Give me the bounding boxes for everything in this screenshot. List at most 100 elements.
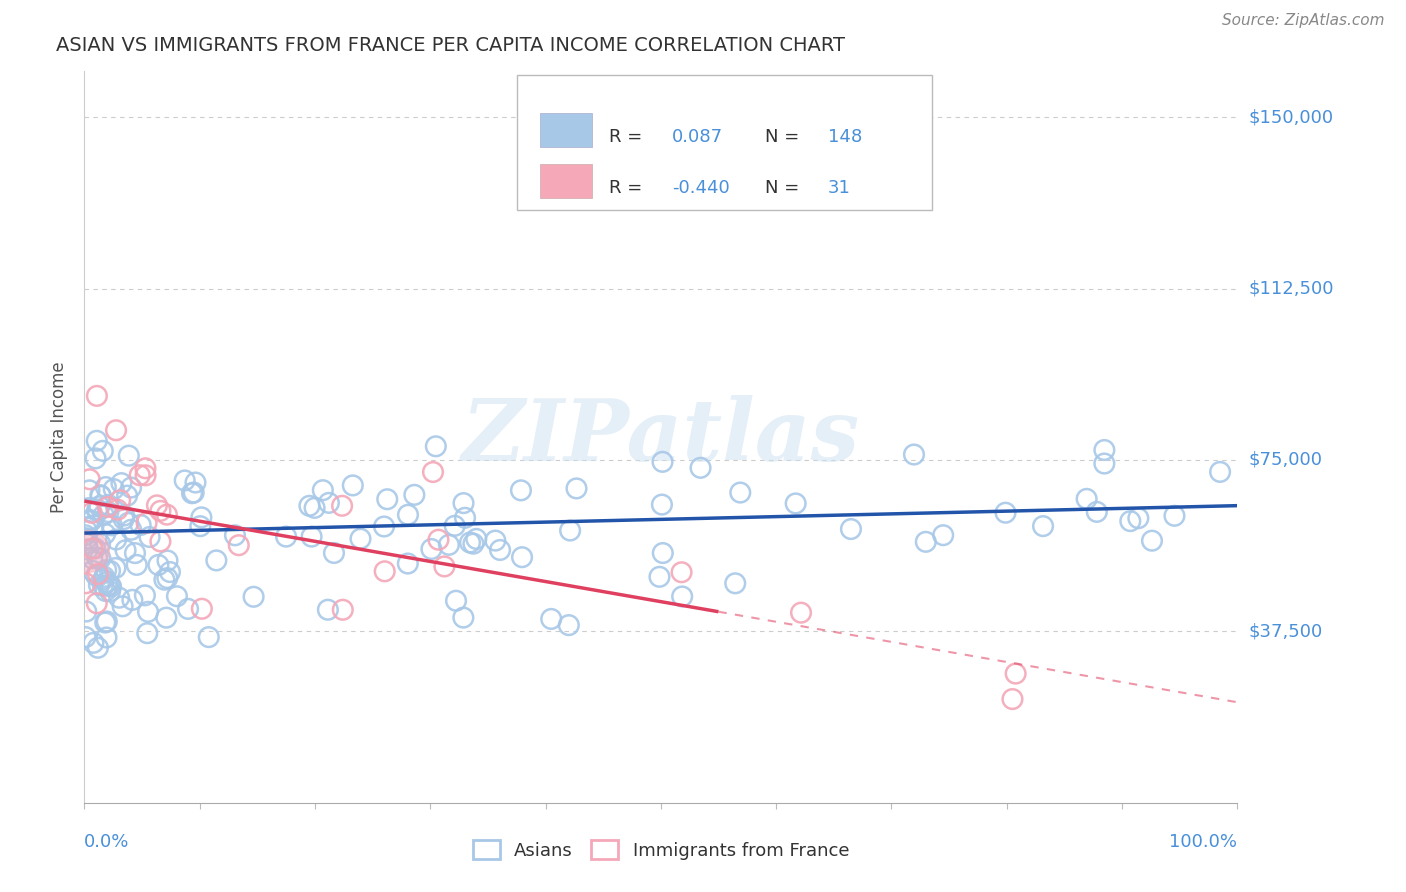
Point xyxy=(458,535,481,549)
Point xyxy=(540,612,562,626)
Point xyxy=(136,605,159,619)
Point xyxy=(304,500,326,515)
Point xyxy=(107,502,129,516)
Point xyxy=(375,492,398,507)
Point xyxy=(111,599,134,614)
Text: 0.0%: 0.0% xyxy=(84,833,129,851)
Point xyxy=(1092,443,1115,458)
Point xyxy=(84,568,107,582)
Point xyxy=(651,546,673,560)
Point xyxy=(149,534,172,549)
Point xyxy=(433,559,456,574)
Point xyxy=(318,496,340,510)
Point xyxy=(994,506,1017,520)
Point xyxy=(105,533,128,547)
Point xyxy=(651,455,673,469)
Point xyxy=(648,570,671,584)
Point xyxy=(153,573,176,587)
Point xyxy=(155,610,177,624)
Point xyxy=(671,590,693,604)
Point xyxy=(76,524,98,538)
Point xyxy=(100,580,122,594)
Point xyxy=(396,508,419,522)
Point xyxy=(105,423,128,437)
Point xyxy=(97,500,120,514)
FancyBboxPatch shape xyxy=(540,164,592,198)
Point xyxy=(104,561,127,575)
Point xyxy=(184,475,207,490)
Point xyxy=(374,564,396,578)
Point xyxy=(98,564,121,578)
Point xyxy=(420,542,443,557)
Point xyxy=(671,566,693,580)
Point xyxy=(332,603,354,617)
Point xyxy=(148,558,170,572)
Point xyxy=(330,499,353,513)
Point xyxy=(93,573,115,587)
Point xyxy=(790,606,813,620)
Point xyxy=(404,488,426,502)
Point xyxy=(135,516,157,530)
Point xyxy=(510,483,533,498)
Point xyxy=(173,474,195,488)
Text: $150,000: $150,000 xyxy=(1249,108,1333,126)
Point xyxy=(903,448,925,462)
Point xyxy=(454,510,477,524)
Point xyxy=(93,508,115,522)
Point xyxy=(112,512,135,526)
Point xyxy=(1163,508,1185,523)
Point xyxy=(120,523,142,537)
Legend: Asians, Immigrants from France: Asians, Immigrants from France xyxy=(465,833,856,867)
Point xyxy=(373,519,395,533)
Point xyxy=(117,516,139,530)
Point xyxy=(149,504,172,518)
Point xyxy=(80,506,103,520)
Point xyxy=(79,483,101,498)
Point xyxy=(115,489,138,503)
Point xyxy=(205,553,228,567)
Point xyxy=(1119,514,1142,528)
Point xyxy=(84,451,107,466)
Point xyxy=(121,592,143,607)
Point xyxy=(80,514,103,528)
Point xyxy=(86,389,108,403)
Point xyxy=(76,544,98,558)
Point xyxy=(349,532,371,546)
Point xyxy=(188,519,211,533)
Point xyxy=(82,551,104,566)
Point xyxy=(96,563,118,577)
Point xyxy=(82,636,104,650)
Text: N =: N = xyxy=(765,128,799,146)
Point xyxy=(146,499,169,513)
Point xyxy=(101,518,124,533)
Point xyxy=(136,626,159,640)
Point xyxy=(108,591,131,605)
Point xyxy=(76,542,98,557)
Point xyxy=(181,486,204,500)
Point xyxy=(1076,491,1098,506)
Point xyxy=(651,498,673,512)
Point xyxy=(94,480,117,494)
Text: $37,500: $37,500 xyxy=(1249,623,1323,640)
Point xyxy=(1001,692,1024,706)
Point xyxy=(75,576,97,591)
Point xyxy=(558,618,581,632)
Text: 148: 148 xyxy=(828,128,862,146)
Point xyxy=(489,543,512,558)
Point xyxy=(112,508,135,523)
Text: R =: R = xyxy=(609,179,643,197)
Point xyxy=(443,518,465,533)
Text: Source: ZipAtlas.com: Source: ZipAtlas.com xyxy=(1222,13,1385,29)
Point xyxy=(103,482,125,496)
Point xyxy=(114,543,136,558)
Point xyxy=(191,601,214,615)
Point xyxy=(224,528,246,542)
Point xyxy=(156,571,179,585)
Point xyxy=(125,558,148,572)
Point xyxy=(110,476,132,491)
Point xyxy=(484,533,506,548)
Point xyxy=(124,546,146,560)
Text: 31: 31 xyxy=(828,179,851,197)
Point xyxy=(89,537,111,551)
Point xyxy=(1140,533,1163,548)
